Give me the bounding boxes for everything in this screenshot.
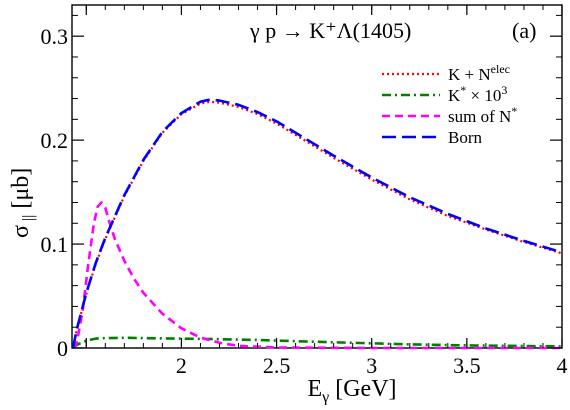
x-tick-label: 2 <box>176 353 187 378</box>
legend-label-1: K* × 103 <box>448 83 507 105</box>
y-tick-label: 0 <box>57 336 68 361</box>
y-tick-label: 0.2 <box>41 128 69 153</box>
x-tick-label: 3.5 <box>453 353 481 378</box>
legend-label-2: sum of N* <box>448 104 517 126</box>
reaction-title: γ p → K⁺Λ(1405) <box>249 18 411 43</box>
x-tick-label: 2.5 <box>263 353 291 378</box>
plot-frame <box>71 4 563 349</box>
x-tick-label: 3 <box>366 353 377 378</box>
x-axis-title: Eγ [GeV] <box>307 376 396 405</box>
x-tick-label: 4 <box>557 353 568 378</box>
y-tick-label: 0.3 <box>41 24 69 49</box>
legend-label-0: K + Nelec <box>448 62 510 84</box>
panel-label: (a) <box>512 18 536 43</box>
axis-ticks: 2 2.5 3 3.5 4 0 0.1 0.2 0.3 <box>41 5 568 378</box>
series-line-1 <box>72 336 563 350</box>
y-tick-label: 0.1 <box>41 232 69 257</box>
series-line-3 <box>71 98 563 349</box>
y-axis-title: σ || [μb] <box>8 168 37 238</box>
data-curves <box>71 98 563 350</box>
legend-label-3: Born <box>448 128 483 147</box>
series-line-2 <box>71 201 562 350</box>
series-line-0 <box>71 100 563 349</box>
